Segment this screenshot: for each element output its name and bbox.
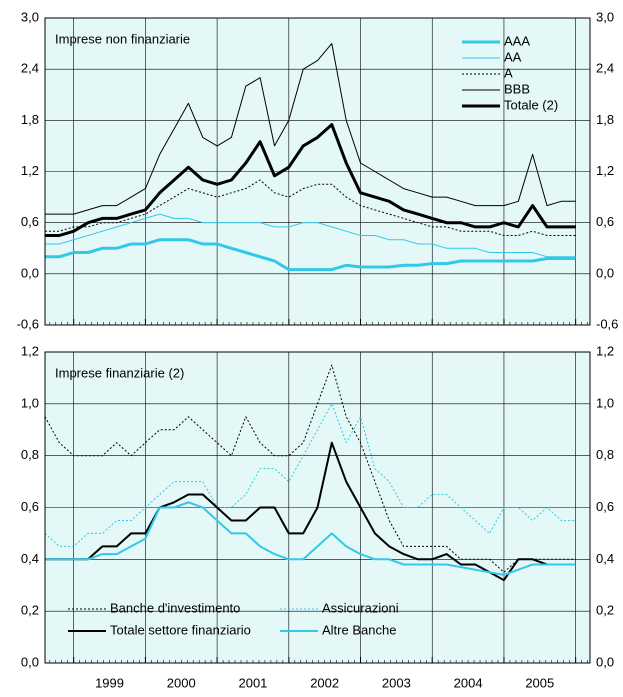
- y2-tick-label: 2,4: [596, 61, 614, 76]
- legend-label: Totale (2): [504, 97, 558, 112]
- legend-label: Totale settore finanziario: [110, 622, 251, 637]
- panel-label: Imprese finanziarie (2): [55, 365, 184, 380]
- y2-tick-label: 0,2: [596, 603, 614, 618]
- y2-tick-label: -0,6: [596, 316, 618, 331]
- y2-tick-label: 0,6: [596, 499, 614, 514]
- y-tick-label: 1,0: [21, 395, 39, 410]
- y2-tick-label: 3,0: [596, 9, 614, 24]
- plot-frame: [44, 351, 591, 664]
- legend-label: AAA: [504, 33, 530, 48]
- y-tick-label: 0,0: [21, 654, 39, 669]
- y-tick-label: 0,4: [21, 551, 39, 566]
- legend-label: AA: [504, 49, 522, 64]
- series-line: [45, 501, 576, 576]
- y-tick-label: 1,2: [21, 163, 39, 178]
- y2-tick-label: 0,4: [596, 551, 614, 566]
- y2-tick-label: 1,0: [596, 395, 614, 410]
- y-tick-label: -0,6: [17, 316, 39, 331]
- legend-label: Banche d'investimento: [110, 600, 240, 615]
- legend-label: Assicurazioni: [322, 600, 399, 615]
- y-tick-label: 1,2: [21, 343, 39, 358]
- x-tick-label: 2002: [310, 675, 339, 690]
- series-line: [45, 238, 576, 272]
- x-tick-label: 2005: [525, 675, 554, 690]
- y-tick-label: 0,6: [21, 214, 39, 229]
- x-tick-label: 2004: [454, 675, 483, 690]
- y-tick-label: 1,8: [21, 112, 39, 127]
- y2-tick-label: 0,0: [596, 654, 614, 669]
- x-tick-label: 1999: [95, 675, 124, 690]
- series-line: [45, 43, 576, 215]
- y2-tick-label: 1,2: [596, 343, 614, 358]
- y-tick-label: 0,0: [21, 265, 39, 280]
- y2-tick-label: 0,0: [596, 265, 614, 280]
- panel-label: Imprese non finanziarie: [55, 31, 190, 46]
- legend-label: A: [504, 65, 513, 80]
- series-line: [45, 123, 576, 237]
- legend-label: BBB: [504, 81, 530, 96]
- series-line: [44, 403, 576, 547]
- y2-tick-label: 1,2: [596, 163, 614, 178]
- y-tick-label: 3,0: [21, 9, 39, 24]
- y-tick-label: 0,2: [21, 603, 39, 618]
- plot-frame: [44, 17, 591, 326]
- y-tick-label: 0,6: [21, 499, 39, 514]
- y2-tick-label: 0,6: [596, 214, 614, 229]
- x-tick-label: 2003: [382, 675, 411, 690]
- legend-label: Altre Banche: [322, 622, 396, 637]
- x-tick-label: 2000: [167, 675, 196, 690]
- y2-tick-label: 0,8: [596, 447, 614, 462]
- x-tick-label: 2001: [238, 675, 267, 690]
- series-line: [45, 213, 576, 258]
- y-tick-label: 2,4: [21, 61, 39, 76]
- y2-tick-label: 1,8: [596, 112, 614, 127]
- y-tick-label: 0,8: [21, 447, 39, 462]
